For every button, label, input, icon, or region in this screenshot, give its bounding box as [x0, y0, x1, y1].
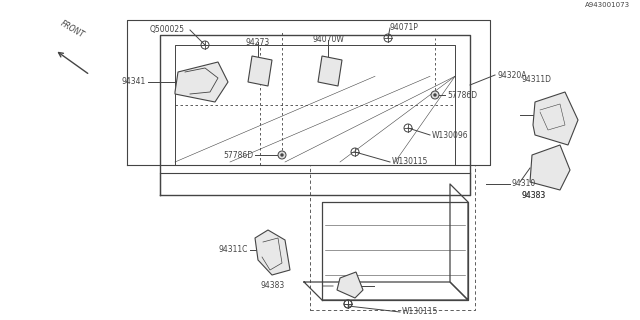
Text: 57786D: 57786D — [447, 91, 477, 100]
Text: 94071P: 94071P — [390, 23, 419, 32]
Polygon shape — [318, 56, 342, 86]
Polygon shape — [337, 272, 363, 298]
Text: W130115: W130115 — [402, 308, 438, 316]
Text: 94070W: 94070W — [312, 35, 344, 44]
Text: W130115: W130115 — [392, 157, 428, 166]
Polygon shape — [175, 62, 228, 102]
Polygon shape — [248, 56, 272, 86]
Text: 94320A: 94320A — [497, 70, 527, 79]
Text: 94383: 94383 — [522, 190, 547, 199]
Polygon shape — [530, 145, 570, 190]
Text: FRONT: FRONT — [58, 19, 86, 40]
Text: Q500025: Q500025 — [150, 25, 185, 34]
Text: 94383: 94383 — [522, 190, 547, 199]
Text: 94383: 94383 — [260, 282, 285, 291]
Text: 94341: 94341 — [122, 77, 146, 86]
Circle shape — [281, 154, 283, 156]
Polygon shape — [533, 92, 578, 145]
Text: 94311C: 94311C — [219, 245, 248, 254]
Circle shape — [278, 151, 286, 159]
Text: 94310: 94310 — [512, 180, 536, 188]
Circle shape — [431, 91, 439, 99]
Text: 94311D: 94311D — [522, 76, 552, 84]
Text: W130096: W130096 — [432, 131, 468, 140]
Text: 57786D: 57786D — [223, 150, 253, 159]
Text: 94273: 94273 — [246, 38, 270, 47]
Polygon shape — [255, 230, 290, 275]
Circle shape — [434, 94, 436, 96]
Text: A943001073: A943001073 — [585, 2, 630, 8]
